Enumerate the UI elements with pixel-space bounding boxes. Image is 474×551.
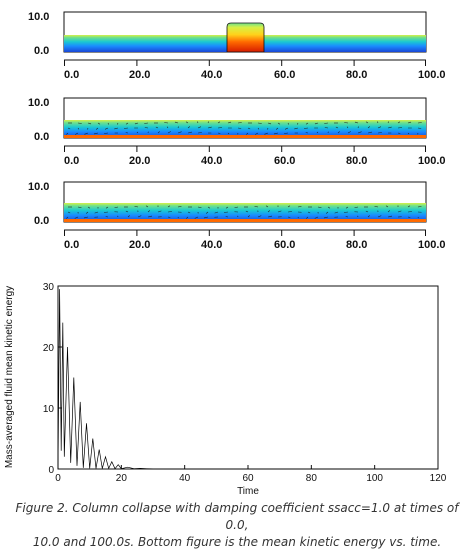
contour-panel-t100: 10.0 0.0 0.0 20.0 40.0 60.0 80.0 100.0 — [0, 178, 474, 258]
xtick-20: 20.0 — [129, 69, 150, 81]
y-axis-label: Mass-averaged fluid mean kinetic energy — [4, 286, 15, 468]
xtick-0: 0.0 — [64, 69, 79, 81]
y-tick-label: 30 — [43, 282, 55, 293]
xtick-0: 0.0 — [64, 239, 79, 251]
xtick-100: 100.0 — [418, 69, 446, 81]
xtick-0: 0.0 — [64, 155, 79, 167]
plot-area: 0 10 20 30 0 20 40 60 80 100 120 — [43, 282, 447, 484]
y-tick-label: 10 — [43, 404, 55, 415]
contour-panel-t0: 10.0 0.0 0.0 20.0 40.0 60.0 80.0 100.0 — [0, 8, 474, 88]
xtick-40: 40.0 — [201, 69, 222, 81]
caption-line-1: Figure 2. Column collapse with damping c… — [6, 500, 468, 534]
x-tick-label: 20 — [116, 473, 128, 484]
x-axis — [64, 230, 426, 236]
plot-frame — [58, 286, 438, 469]
y-tick-label: 20 — [43, 343, 55, 354]
fluid-bottom — [64, 135, 426, 138]
xtick-80: 80.0 — [346, 69, 367, 81]
fluid-bottom — [64, 219, 426, 222]
xtick-80: 80.0 — [346, 155, 367, 167]
fluid-column — [227, 23, 264, 52]
xtick-60: 60.0 — [274, 155, 295, 167]
x-tick-label: 120 — [430, 473, 447, 484]
kinetic-energy-chart: 0 10 20 30 0 20 40 60 80 100 120 Time Mass-averag… — [0, 276, 474, 498]
x-tick-label: 0 — [55, 473, 61, 484]
ytick-bottom: 0.0 — [34, 131, 49, 143]
xtick-100: 100.0 — [418, 239, 446, 251]
x-tick-label: 80 — [306, 473, 318, 484]
x-axis — [64, 146, 426, 152]
x-axis-label: Time — [237, 486, 259, 497]
xtick-60: 60.0 — [274, 69, 295, 81]
y-tick-label: 0 — [48, 465, 54, 476]
xtick-20: 20.0 — [129, 239, 150, 251]
ytick-bottom: 0.0 — [34, 45, 49, 57]
xtick-40: 40.0 — [201, 155, 222, 167]
x-axis — [64, 60, 426, 66]
ytick-bottom: 0.0 — [34, 215, 49, 227]
xtick-100: 100.0 — [418, 155, 446, 167]
contour-panel-t10: 10.0 0.0 0.0 20.0 40.0 60.0 80.0 100.0 — [0, 94, 474, 174]
xtick-80: 80.0 — [346, 239, 367, 251]
ytick-top: 10.0 — [28, 11, 49, 23]
xtick-60: 60.0 — [274, 239, 295, 251]
x-tick-label: 100 — [366, 473, 383, 484]
ytick-top: 10.0 — [28, 181, 49, 193]
xtick-40: 40.0 — [201, 239, 222, 251]
ytick-top: 10.0 — [28, 97, 49, 109]
x-tick-label: 40 — [179, 473, 191, 484]
figure-caption: Figure 2. Column collapse with damping c… — [6, 500, 468, 551]
x-tick-label: 60 — [242, 473, 254, 484]
xtick-20: 20.0 — [129, 155, 150, 167]
